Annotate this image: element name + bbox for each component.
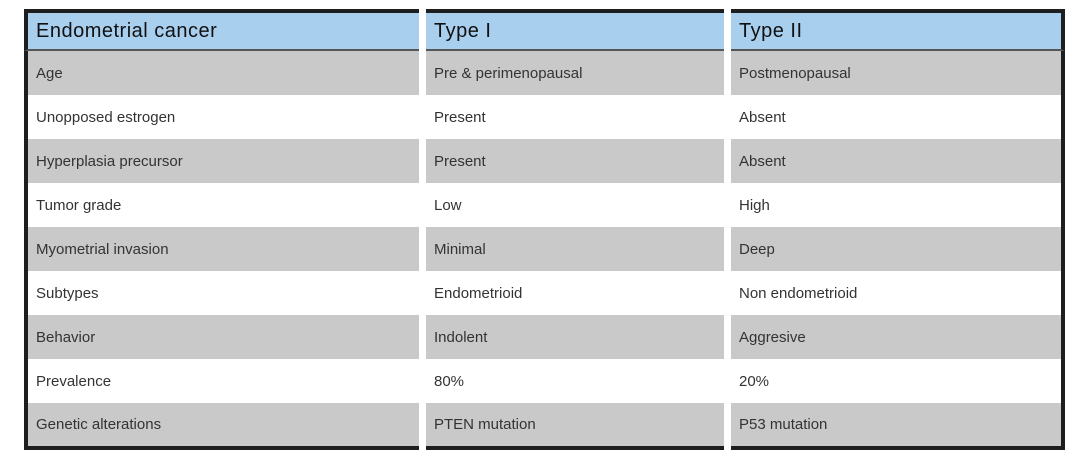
type2-value-cell: Aggresive	[731, 315, 1065, 359]
table-row: Behavior Indolent Aggresive	[24, 315, 1065, 359]
row-label-cell: Age	[24, 51, 419, 95]
table-row: Prevalence 80% 20%	[24, 359, 1065, 403]
table-header-row: Endometrial cancer Type I Type II	[24, 9, 1065, 51]
type1-value-cell: Present	[426, 139, 724, 183]
type1-value-cell: Pre & perimenopausal	[426, 51, 724, 95]
table-row: Age Pre & perimenopausal Postmenopausal	[24, 51, 1065, 95]
type2-value-cell: Absent	[731, 95, 1065, 139]
row-label-cell: Prevalence	[24, 359, 419, 403]
table-row: Tumor grade Low High	[24, 183, 1065, 227]
row-label-cell: Genetic alterations	[24, 403, 419, 450]
endometrial-cancer-comparison-table: Endometrial cancer Type I Type II Age Pr…	[17, 9, 1072, 450]
header-cell-type2: Type II	[731, 9, 1065, 51]
row-label-cell: Tumor grade	[24, 183, 419, 227]
type1-value-cell: Present	[426, 95, 724, 139]
document-page: Endometrial cancer Type I Type II Age Pr…	[0, 9, 1082, 450]
type1-value-cell: 80%	[426, 359, 724, 403]
type1-value-cell: Indolent	[426, 315, 724, 359]
type2-value-cell: 20%	[731, 359, 1065, 403]
table-row: Unopposed estrogen Present Absent	[24, 95, 1065, 139]
table-row: Subtypes Endometrioid Non endometrioid	[24, 271, 1065, 315]
type2-value-cell: Non endometrioid	[731, 271, 1065, 315]
type1-value-cell: Minimal	[426, 227, 724, 271]
type2-value-cell: Postmenopausal	[731, 51, 1065, 95]
type2-value-cell: Deep	[731, 227, 1065, 271]
header-cell-type1: Type I	[426, 9, 724, 51]
type2-value-cell: P53 mutation	[731, 403, 1065, 450]
type1-value-cell: Endometrioid	[426, 271, 724, 315]
row-label-cell: Unopposed estrogen	[24, 95, 419, 139]
table-row: Genetic alterations PTEN mutation P53 mu…	[24, 403, 1065, 450]
type1-value-cell: PTEN mutation	[426, 403, 724, 450]
table-row: Hyperplasia precursor Present Absent	[24, 139, 1065, 183]
row-label-cell: Hyperplasia precursor	[24, 139, 419, 183]
type2-value-cell: High	[731, 183, 1065, 227]
header-cell-title: Endometrial cancer	[24, 9, 419, 51]
table-row: Myometrial invasion Minimal Deep	[24, 227, 1065, 271]
row-label-cell: Subtypes	[24, 271, 419, 315]
row-label-cell: Behavior	[24, 315, 419, 359]
type2-value-cell: Absent	[731, 139, 1065, 183]
type1-value-cell: Low	[426, 183, 724, 227]
row-label-cell: Myometrial invasion	[24, 227, 419, 271]
